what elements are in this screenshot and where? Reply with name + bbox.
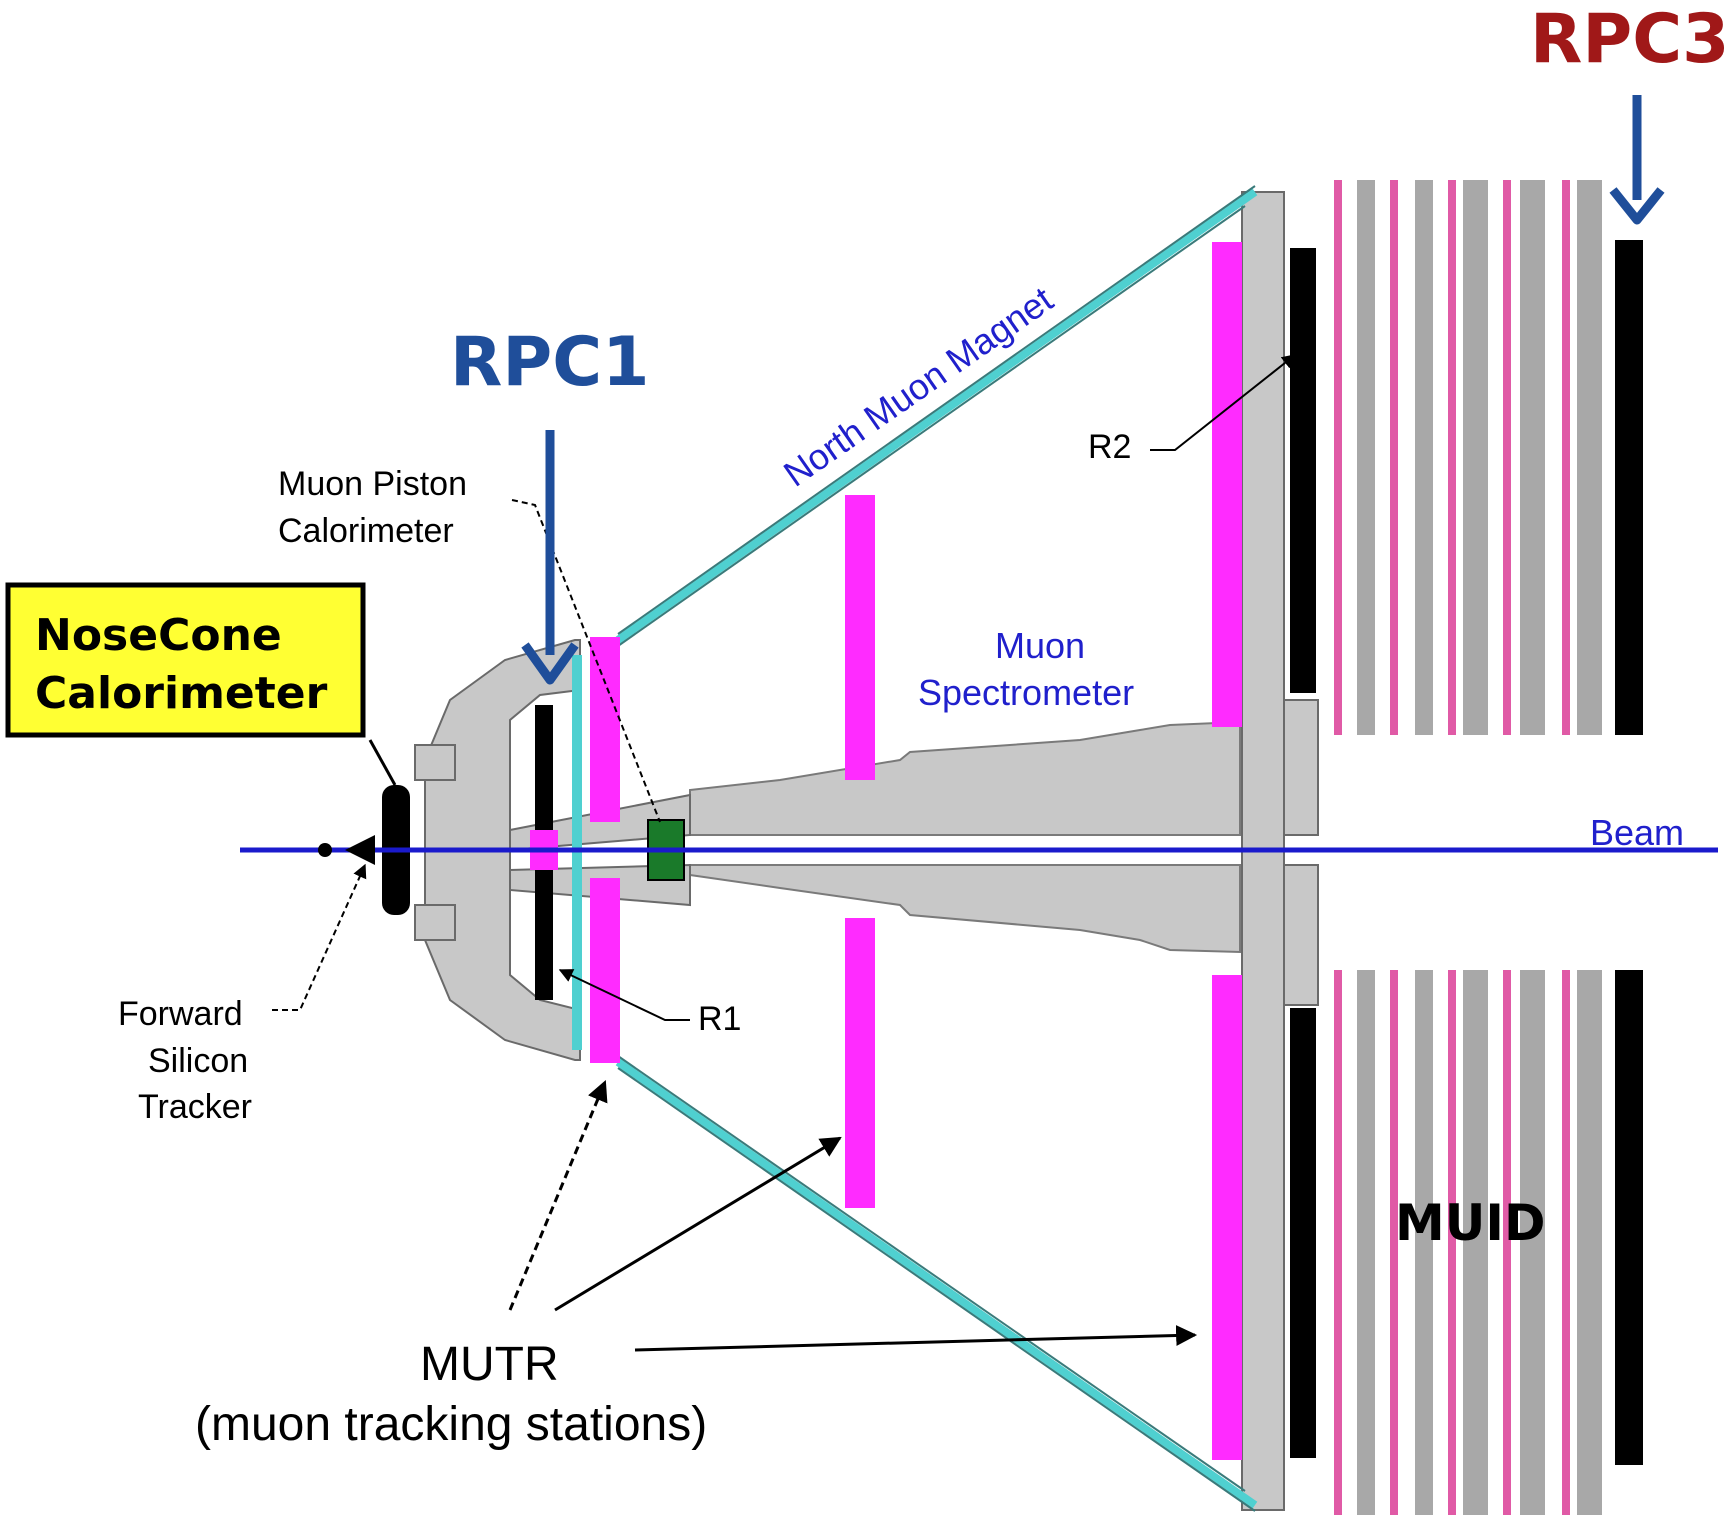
rpc1-label: RPC1 bbox=[450, 323, 649, 402]
mutr-station1-lower bbox=[590, 878, 620, 1063]
fst-leader bbox=[272, 863, 367, 1011]
mutr-station2-upper bbox=[845, 495, 875, 780]
r1-leader bbox=[558, 969, 690, 1021]
mutr-leader-3 bbox=[634, 1325, 1198, 1352]
muid-lower bbox=[1334, 970, 1602, 1515]
north-muon-magnet-label: North Muon Magnet bbox=[776, 278, 1060, 494]
mutr-leader-1 bbox=[508, 1080, 608, 1311]
nosecone-label-line2: Calorimeter bbox=[35, 668, 328, 719]
rpc1-arrow bbox=[521, 430, 579, 685]
magnet-core-lower bbox=[689, 864, 1241, 954]
nosecone-slot-upper bbox=[414, 744, 456, 781]
fst-label-line2: Silicon bbox=[148, 1042, 248, 1080]
fst-label-line1: Forward bbox=[118, 995, 243, 1033]
mutr-station2-lower bbox=[845, 918, 875, 1208]
magnet-backplate-inner-lower bbox=[1283, 864, 1319, 1006]
magnet-backplate-inner-upper bbox=[1283, 699, 1319, 836]
beam-interaction-arrow bbox=[345, 835, 375, 865]
muid-upper bbox=[1334, 180, 1602, 735]
r2-leader bbox=[1150, 354, 1297, 451]
muon-spectrometer-label-line2: Spectrometer bbox=[918, 672, 1134, 713]
mpc-label-line2: Calorimeter bbox=[278, 512, 454, 550]
mutr-label-line1: MUTR bbox=[420, 1338, 559, 1391]
mutr-station3-lower bbox=[1212, 975, 1242, 1460]
beam-dot bbox=[318, 843, 332, 857]
fst-label-line3: Tracker bbox=[138, 1088, 252, 1126]
magnet-core-upper bbox=[689, 720, 1241, 836]
mutr-station3-upper bbox=[1212, 242, 1242, 727]
rpc2-upper-bar bbox=[1290, 248, 1316, 693]
muid-label: MUID bbox=[1395, 1194, 1545, 1252]
mutr-label-line2: (muon tracking stations) bbox=[195, 1398, 707, 1451]
nosecone-leader bbox=[368, 739, 397, 786]
rpc3-upper-bar bbox=[1615, 240, 1643, 735]
muon-spectrometer-label-line1: Muon bbox=[995, 625, 1085, 666]
r2-label: R2 bbox=[1088, 428, 1131, 466]
rpc3-label: RPC3 bbox=[1530, 0, 1725, 79]
nosecone-label-line1: NoseCone bbox=[35, 610, 282, 661]
mpc-label-line1: Muon Piston bbox=[278, 465, 467, 503]
beam-label: Beam bbox=[1590, 812, 1684, 853]
rpc3-lower-bar bbox=[1615, 970, 1643, 1465]
mutr-leader-2 bbox=[554, 1136, 842, 1312]
nosecone-label-box bbox=[5, 582, 366, 738]
north-muon-magnet-outline bbox=[615, 188, 1258, 1509]
mpc-leader bbox=[511, 499, 661, 823]
rpc2-lower-bar bbox=[1290, 1008, 1316, 1458]
rpc3-arrow bbox=[1609, 95, 1665, 225]
mutr-station1-upper bbox=[590, 637, 620, 822]
r1-label: R1 bbox=[698, 1000, 741, 1038]
nosecone-slot-lower bbox=[414, 904, 456, 941]
